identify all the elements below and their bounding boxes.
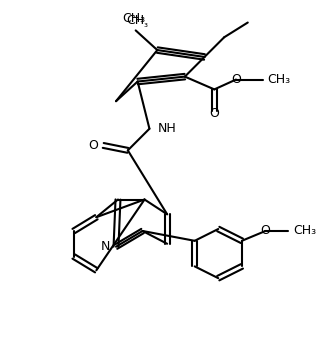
Text: ₃: ₃	[144, 19, 148, 29]
Text: N: N	[101, 240, 110, 253]
Text: CH: CH	[127, 14, 145, 27]
Text: O: O	[88, 139, 98, 152]
Text: CH₃: CH₃	[268, 73, 291, 86]
Text: CH₃: CH₃	[293, 224, 316, 237]
Text: O: O	[231, 73, 241, 86]
Text: CH₃: CH₃	[122, 13, 145, 26]
Text: O: O	[260, 224, 270, 237]
Text: NH: NH	[157, 122, 176, 135]
Text: O: O	[209, 107, 219, 120]
